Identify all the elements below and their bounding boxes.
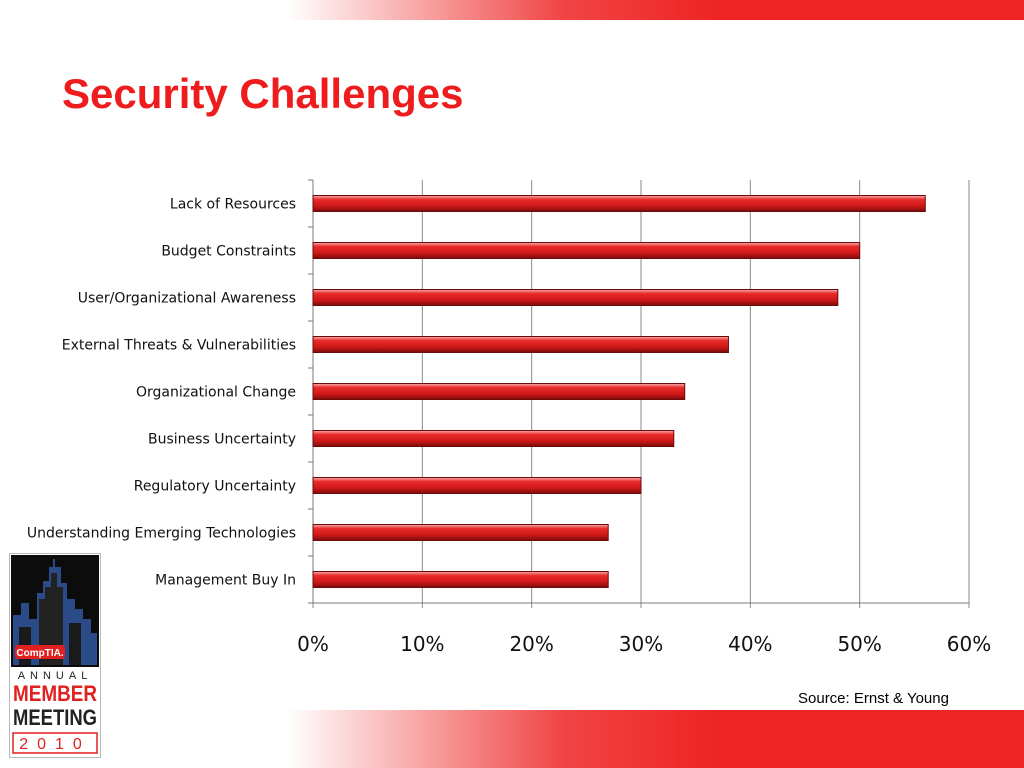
bar	[312, 571, 609, 588]
top-decorative-band	[0, 0, 1024, 20]
category-label: Organizational Change	[136, 385, 296, 401]
category-label: User/Organizational Awareness	[78, 291, 296, 307]
x-tick-label: 40%	[728, 632, 772, 656]
category-label: Management Buy In	[155, 573, 296, 589]
bar	[312, 289, 839, 306]
slide-title: Security Challenges	[62, 70, 464, 117]
category-label: Understanding Emerging Technologies	[27, 526, 296, 542]
category-label: Business Uncertainty	[148, 432, 296, 448]
bar	[312, 336, 729, 353]
category-label: Budget Constraints	[161, 244, 296, 260]
x-tick-label: 10%	[400, 632, 444, 656]
bar	[312, 524, 609, 541]
category-label: External Threats & Vulnerabilities	[62, 338, 296, 354]
bar	[312, 242, 861, 259]
bar	[312, 195, 926, 212]
x-tick-label: 60%	[947, 632, 991, 656]
category-label: Lack of Resources	[170, 197, 296, 213]
bar	[312, 477, 642, 494]
comptia-member-meeting-logo: CompTIA. ANNUAL MEMBER MEETING 2010	[9, 553, 101, 758]
category-label: Regulatory Uncertainty	[134, 479, 296, 495]
source-note: Source: Ernst & Young	[798, 690, 949, 707]
category-labels: Lack of Resources Budget Constraints User/…	[27, 197, 296, 589]
bar	[312, 430, 675, 447]
logo-year-text: 2010	[19, 736, 91, 753]
x-tick-labels: 0% 10% 20% 30% 40% 50% 60%	[297, 632, 991, 656]
x-tick-label: 30%	[619, 632, 663, 656]
bars	[312, 195, 926, 588]
logo-brand-text: CompTIA.	[16, 648, 63, 659]
bar	[312, 383, 686, 400]
logo-annual-text: ANNUAL	[18, 670, 93, 682]
x-tick-label: 20%	[509, 632, 553, 656]
x-tick-label: 0%	[297, 632, 329, 656]
bottom-decorative-band	[0, 710, 1024, 768]
logo-member-text: MEMBER	[13, 681, 97, 706]
x-tick-label: 50%	[837, 632, 881, 656]
logo-meeting-text: MEETING	[13, 705, 97, 730]
